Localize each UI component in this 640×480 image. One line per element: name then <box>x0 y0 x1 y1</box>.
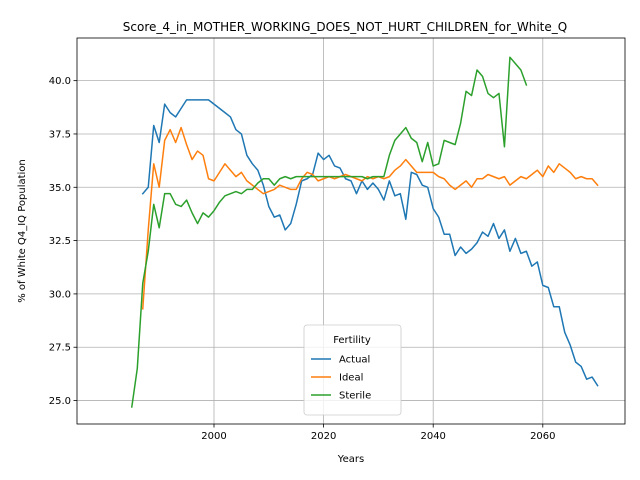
y-tick-label: 40.0 <box>49 76 71 87</box>
x-tick-label: 2060 <box>530 431 555 442</box>
y-tick-label: 27.5 <box>49 343 71 354</box>
legend-box <box>303 324 402 416</box>
legend: Fertility Actual Ideal Sterile <box>303 324 402 416</box>
y-tick-label: 32.5 <box>49 236 71 247</box>
y-tick-label: 35.0 <box>49 183 71 194</box>
legend-label-ideal: Ideal <box>339 373 363 384</box>
x-tick-label: 2000 <box>201 431 226 442</box>
x-tick-label: 2020 <box>311 431 336 442</box>
grid <box>77 38 625 424</box>
series-line-sterile <box>130 56 528 408</box>
y-axis-label: % of White Q4_IQ Population <box>17 159 28 303</box>
chart-title: Score_4_in_MOTHER_WORKING_DOES_NOT_HURT_… <box>123 20 567 34</box>
x-tick-label: 2040 <box>420 431 445 442</box>
legend-label-actual: Actual <box>339 355 370 366</box>
series-line-actual <box>141 99 599 387</box>
x-axis-label: Years <box>337 454 364 465</box>
y-tick-label: 30.0 <box>49 289 71 300</box>
legend-label-sterile: Sterile <box>339 391 371 402</box>
plot-frame <box>76 37 626 425</box>
legend-title: Fertility <box>333 335 371 346</box>
ticks: 2000 2020 2040 2060 25.0 27.5 30.0 32.5 35.0 37.5… <box>49 76 556 442</box>
y-tick-label: 37.5 <box>49 129 71 140</box>
y-tick-label: 25.0 <box>49 396 71 407</box>
series-layer <box>130 56 599 408</box>
